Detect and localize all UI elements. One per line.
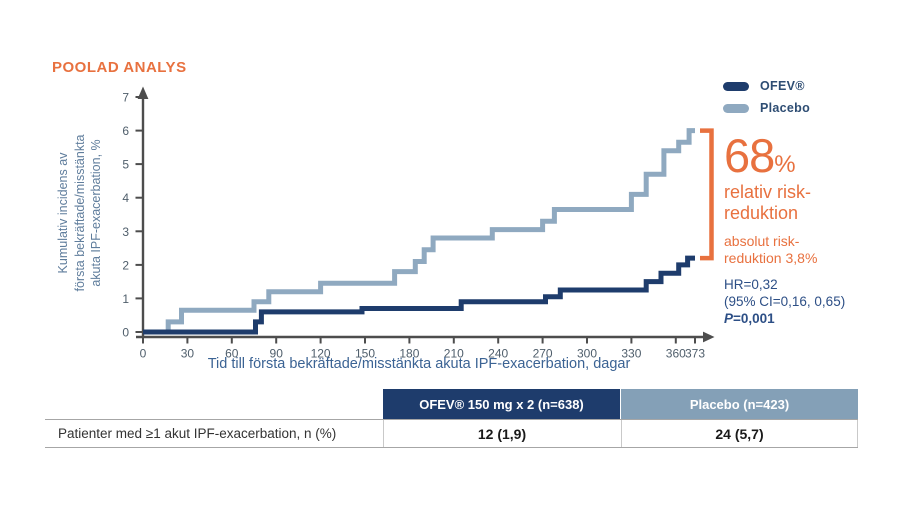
headline-number: 68 bbox=[724, 129, 775, 182]
relative-risk-line: reduktion bbox=[724, 203, 799, 223]
x-tick-label: 270 bbox=[533, 347, 553, 361]
x-tick-label: 330 bbox=[621, 347, 641, 361]
y-axis-title-line: Kumulativ incidens av bbox=[56, 152, 70, 274]
legend-item-placebo: Placebo bbox=[723, 101, 810, 115]
y-tick-label: 5 bbox=[122, 158, 129, 172]
x-tick-label: 90 bbox=[270, 347, 284, 361]
headline-unit: % bbox=[774, 151, 796, 178]
x-tick-label: 300 bbox=[577, 347, 597, 361]
legend-swatch-ofev bbox=[723, 81, 749, 91]
p-value: P=0,001 bbox=[724, 310, 896, 327]
y-tick-label: 3 bbox=[122, 225, 129, 239]
table-row: Patienter med ≥1 akut IPF-exacerbation, … bbox=[45, 419, 858, 448]
y-axis-title-line: första bekräftade/misstänkta bbox=[72, 134, 87, 292]
p-symbol: P bbox=[724, 311, 734, 326]
results-table: OFEV® 150 mg x 2 (n=638) Placebo (n=423)… bbox=[45, 389, 858, 448]
relative-risk-label: relativ risk- reduktion bbox=[724, 182, 896, 224]
x-axis-title: Tid till första bekräftade/misstänkta ak… bbox=[207, 356, 631, 372]
row-label: Patienter med ≥1 akut IPF-exacerbation, … bbox=[58, 426, 337, 441]
x-tick-label: 240 bbox=[488, 347, 508, 361]
x-tick-label: 180 bbox=[399, 347, 419, 361]
headline-68-percent: 68% bbox=[724, 132, 896, 179]
ofev-curve bbox=[143, 255, 695, 335]
table-header-placebo: Placebo (n=423) bbox=[621, 389, 858, 419]
relative-risk-line: relativ risk- bbox=[724, 182, 812, 202]
table-header-ofev: OFEV® 150 mg x 2 (n=638) bbox=[383, 389, 620, 419]
p-number: =0,001 bbox=[733, 311, 775, 326]
x-tick-label: 210 bbox=[444, 347, 464, 361]
y-tick-label: 1 bbox=[122, 292, 129, 306]
y-tick-label: 2 bbox=[122, 258, 129, 272]
legend-swatch-placebo bbox=[723, 103, 749, 113]
risk-reduction-bracket bbox=[700, 128, 714, 261]
placebo-value-cell: 24 (5,7) bbox=[621, 420, 858, 447]
x-tick-label: 120 bbox=[311, 347, 331, 361]
hr-value: HR=0,32 bbox=[724, 277, 778, 292]
x-tick-label: 360 bbox=[666, 347, 686, 361]
ci-value: (95% CI=0,16, 0,65) bbox=[724, 294, 846, 309]
legend: OFEV® Placebo bbox=[723, 79, 810, 123]
y-axis-arrow bbox=[137, 86, 149, 99]
placebo-curve bbox=[143, 128, 695, 335]
x-axis-arrow bbox=[703, 331, 715, 343]
absolute-risk-line: reduktion 3,8% bbox=[724, 250, 818, 266]
legend-item-ofev: OFEV® bbox=[723, 79, 810, 93]
absolute-risk-label: absolut risk- reduktion 3,8% bbox=[724, 233, 896, 267]
y-axis-title: Kumulativ incidens av första bekräftade/… bbox=[55, 87, 105, 339]
table-header-row: OFEV® 150 mg x 2 (n=638) Placebo (n=423) bbox=[45, 389, 858, 419]
ofev-value-cell: 12 (1,9) bbox=[383, 420, 620, 447]
legend-label-placebo: Placebo bbox=[760, 101, 811, 115]
y-tick-label: 4 bbox=[122, 191, 129, 205]
x-tick-label: 0 bbox=[140, 347, 147, 361]
y-axis-title-line: akuta IPF-exacerbation, % bbox=[89, 139, 103, 287]
y-tick-label: 0 bbox=[122, 326, 129, 340]
statistics-block: HR=0,32 (95% CI=0,16, 0,65) P=0,001 bbox=[724, 276, 896, 327]
x-tick-label: 30 bbox=[181, 347, 195, 361]
y-tick-label: 6 bbox=[122, 124, 129, 138]
x-tick-label: 150 bbox=[355, 347, 375, 361]
y-tick-label: 7 bbox=[122, 91, 129, 105]
legend-label-ofev: OFEV® bbox=[760, 79, 805, 93]
table-header-empty bbox=[45, 389, 382, 419]
risk-reduction-annotation: 68% relativ risk- reduktion absolut risk… bbox=[724, 132, 896, 327]
absolute-risk-line: absolut risk- bbox=[724, 233, 800, 249]
x-tick-label: 373 bbox=[685, 347, 705, 361]
x-tick-label: 60 bbox=[225, 347, 239, 361]
pooled-analysis-badge: POOLAD ANALYS bbox=[52, 59, 187, 76]
